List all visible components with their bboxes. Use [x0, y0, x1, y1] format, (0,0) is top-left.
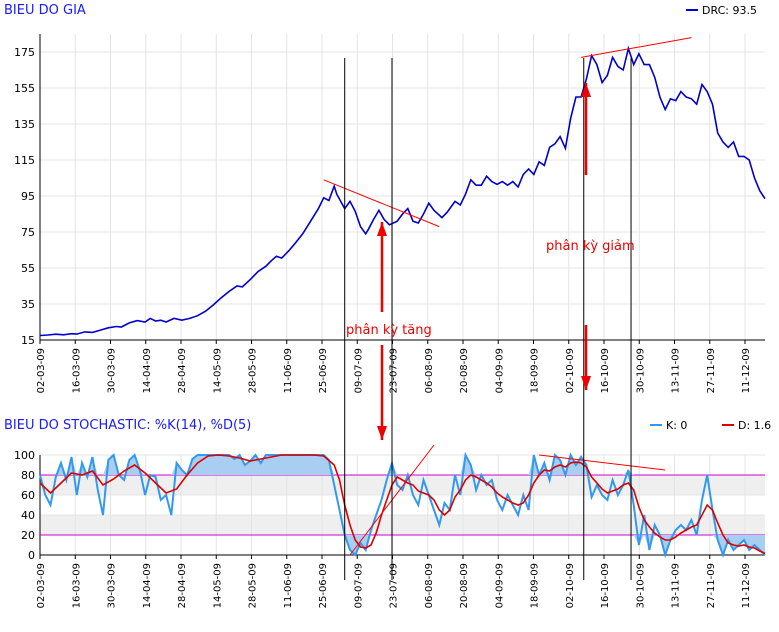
oversold-fill	[40, 535, 765, 555]
x-tick-label: 28-04-09	[177, 563, 188, 608]
x-tick-label: 13-11-09	[671, 563, 682, 608]
x-tick-label: 04-09-09	[494, 348, 505, 393]
x-tick-label: 27-11-09	[706, 563, 717, 608]
x-tick-label: 11-12-09	[741, 563, 752, 608]
x-tick-label: 25-06-09	[318, 348, 329, 393]
arrow-up-price-2-head	[581, 83, 591, 97]
x-tick-label: 30-10-09	[635, 563, 646, 608]
x-tick-label: 06-08-09	[424, 348, 435, 393]
divergence-down-label: phân kỳ giảm	[546, 239, 635, 254]
x-tick-label: 04-09-09	[494, 563, 505, 608]
x-tick-label: 30-03-09	[107, 348, 118, 393]
x-tick-label: 23-07-09	[389, 563, 400, 608]
x-tick-label: 16-03-09	[71, 563, 82, 608]
x-tick-label: 18-09-09	[530, 563, 541, 608]
divergence-up-label: phân kỳ tăng	[346, 323, 432, 338]
x-tick-label: 09-07-09	[353, 348, 364, 393]
arrow-down-stoch-2-head	[581, 376, 591, 390]
x-tick-label: 02-03-09	[36, 348, 47, 393]
y-tick-label: 155	[14, 82, 35, 95]
x-tick-label: 18-09-09	[530, 348, 541, 393]
price-series-line-0	[39, 45, 766, 337]
y-tick-label: 135	[14, 118, 35, 131]
x-tick-label: 02-03-09	[36, 563, 47, 608]
stoch-series-line-1	[39, 454, 766, 555]
x-tick-label: 14-04-09	[142, 348, 153, 393]
y-tick-label: 40	[21, 509, 35, 522]
x-tick-label: 28-05-09	[248, 563, 259, 608]
x-tick-label: 30-10-09	[635, 348, 646, 393]
x-tick-label: 02-10-09	[565, 348, 576, 393]
x-tick-label: 09-07-09	[353, 563, 364, 608]
x-tick-label: 14-04-09	[142, 563, 153, 608]
x-tick-label: 02-10-09	[565, 563, 576, 608]
x-tick-label: 06-08-09	[424, 563, 435, 608]
legend-label: D: 1.6	[738, 419, 771, 432]
legend-label: DRC: 93.5	[702, 4, 757, 17]
y-tick-label: 60	[21, 489, 35, 502]
annotation-overlay	[344, 58, 632, 580]
y-tick-label: 75	[21, 226, 35, 239]
x-tick-label: 28-05-09	[248, 348, 259, 393]
y-tick-label: 100	[14, 449, 35, 462]
x-tick-label: 11-12-09	[741, 348, 752, 393]
x-tick-label: 16-10-09	[600, 563, 611, 608]
legend-label: K: 0	[666, 419, 687, 432]
x-tick-label: 30-03-09	[107, 563, 118, 608]
band	[40, 515, 765, 535]
y-tick-label: 0	[28, 549, 35, 562]
price-chart-title: BIEU DO GIA	[4, 3, 86, 18]
price-chart-panel: 15 35 55 75 95 115 135 155 175 02-03-09 16-03-09 30…	[14, 4, 766, 393]
stochastic-chart-panel: 0 20 40 60 80 100 02-03-09 16-03-09 30-03-09 14-0…	[14, 419, 771, 608]
x-tick-label: 11-06-09	[283, 348, 294, 393]
x-tick-label: 25-06-09	[318, 563, 329, 608]
y-tick-label: 80	[21, 469, 35, 482]
trendline	[581, 37, 692, 58]
y-tick-label: 15	[21, 334, 35, 347]
x-tick-label: 20-08-09	[459, 348, 470, 393]
y-tick-label: 175	[14, 46, 35, 59]
x-tick-label: 28-04-09	[177, 348, 188, 393]
overbought-fill	[40, 455, 765, 475]
y-tick-label: 115	[14, 154, 35, 167]
trendline	[323, 179, 440, 228]
stochastic-chart-title: BIEU DO STOCHASTIC: %K(14), %D(5)	[4, 418, 251, 433]
x-tick-label: 20-08-09	[459, 563, 470, 608]
x-tick-label: 16-03-09	[71, 348, 82, 393]
stoch-series-line-0	[39, 451, 766, 559]
x-tick-label: 14-05-09	[212, 348, 223, 393]
y-tick-label: 35	[21, 298, 35, 311]
y-tick-label: 95	[21, 190, 35, 203]
x-tick-label: 11-06-09	[283, 563, 294, 608]
y-tick-label: 55	[21, 262, 35, 275]
x-tick-label: 23-07-09	[389, 348, 400, 393]
trendline	[539, 454, 666, 471]
x-tick-label: 16-10-09	[600, 348, 611, 393]
y-tick-label: 20	[21, 529, 35, 542]
x-tick-label: 27-11-09	[706, 348, 717, 393]
arrow-down-stoch-head	[377, 426, 387, 440]
x-tick-label: 13-11-09	[671, 348, 682, 393]
arrow-up-price-head	[377, 222, 387, 236]
x-tick-label: 14-05-09	[212, 563, 223, 608]
